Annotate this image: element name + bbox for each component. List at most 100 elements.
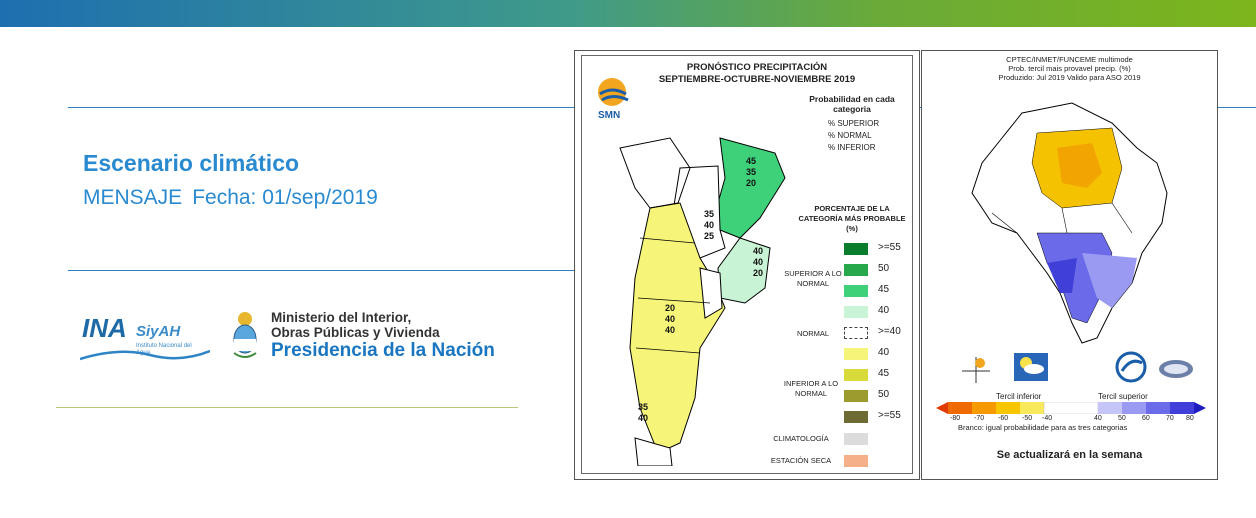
cat-normal: % NORMAL [828,131,872,140]
region-este-values: 40 40 20 [753,246,763,279]
presidencia-label: Presidencia de la Nación [271,340,495,361]
sur-superior: 35 [638,402,649,412]
scale-tick: 50 [1118,415,1126,422]
divider-green [56,407,518,408]
patagonia-inferior: 40 [665,325,676,335]
region-centro-values: 35 40 25 [704,209,714,242]
scale-tick: -60 [998,415,1009,422]
superior-group-label: SUPERIOR A LO NORMAL [784,269,842,288]
update-notice: Se actualizará en la semana [996,449,1143,461]
legend-value: 40 [878,347,890,358]
legend-swatch [844,327,868,339]
funceme-logo-icon [962,357,990,383]
divider-bottom-left [68,270,574,271]
scale-tick: 70 [1166,415,1174,422]
porcentaje-title: PORCENTAJE DE LA CATEGORÍA MÁS PROBABLE … [798,204,906,233]
prob-title: Probabilidad en cada categoria [809,94,895,114]
cptec-header-line1: CPTEC/INMET/FUNCEME multimode [1006,55,1133,64]
scale-tick: -50 [1022,415,1033,422]
brazil-map [971,102,1168,344]
legend-value: 40 [878,305,890,316]
noreste-inferior: 20 [746,178,757,188]
divider-top-right [1202,107,1256,108]
legend-value: >=55 [878,410,901,421]
legend-value: 45 [878,284,890,295]
tercil-inferior-label: Tercil inferior [996,392,1042,401]
argentina-map [619,137,786,466]
logos-row: INA SiyAH Instituto Nacional del Agua Mi… [80,305,520,375]
centro-normal: 40 [704,220,715,230]
smn-map-title: PRONÓSTICO PRECIPITACIÓN SEPTIEMBRE-OCTU… [642,62,872,86]
estacion-seca-label: ESTACIÓN SECA [770,456,832,465]
legend-swatch [844,306,868,318]
cptec-header-line3: Produzido: Jul 2019 Valido para ASO 2019 [998,73,1141,82]
este-superior: 40 [753,246,764,256]
national-shield-icon [233,312,257,358]
smn-title-line1: PRONÓSTICO PRECIPITACIÓN [686,62,828,73]
legend-value: >=55 [878,242,901,253]
region-sur-values: 35 40 [638,402,648,424]
ministerio-line2: Obras Públicas y Vivienda [271,325,440,340]
siyah-logo-text: SiyAH [136,323,181,340]
ministerio-line1: Ministerio del Interior, [271,310,412,325]
este-inferior: 20 [753,268,764,278]
smn-title-line2: SEPTIEMBRE-OCTUBRE-NOVIEMBRE 2019 [658,74,856,85]
divider-top-left [68,107,574,108]
normal-label: NORMAL [796,329,830,338]
legend-swatch [844,348,868,360]
smn-sun-icon [598,78,629,106]
scale-tick: -70 [974,415,985,422]
scale-tick: 80 [1186,415,1194,422]
cptec-header: CPTEC/INMET/FUNCEME multimode Prob. terc… [922,55,1217,82]
legend-value: 45 [878,368,890,379]
ina-siyah-logo: INA SiyAH Instituto Nacional del Agua [80,313,210,365]
legend-swatch [844,390,868,402]
inferior-group-label: INFERIOR A LO NORMAL [783,379,839,398]
page-title: Escenario climático [83,150,300,176]
top-banner [0,0,1256,27]
mensaje-label: MENSAJE [83,186,183,209]
cptec-header-line2: Prob. tercil mais provavel precip. (%) [1008,64,1131,73]
cat-superior: % SUPERIOR [828,119,880,128]
legend-value: 50 [878,389,890,400]
patagonia-superior: 20 [665,303,676,313]
legend-value: 50 [878,263,890,274]
centro-inferior: 25 [704,231,715,241]
superior-label: SUPERIOR A LO NORMAL [778,269,848,289]
legend-swatch [844,285,868,297]
este-normal: 40 [753,257,764,267]
message-date: MENSAJE Fecha: 01/sep/2019 [83,186,388,210]
patagonia-normal: 40 [665,314,676,324]
wave-icon [80,349,210,361]
tercil-superior-label: Tercil superior [1098,392,1148,401]
scale-tick: 60 [1142,415,1150,422]
estacion-seca-swatch [844,455,868,467]
branco-note: Branco: igual probabilidade para as tres… [958,423,1128,432]
region-patagonia-values: 20 40 40 [665,303,675,336]
inferior-label: INFERIOR A LO NORMAL [776,379,846,399]
ina-logo-text: INA [82,313,127,343]
region-noreste-values: 45 35 20 [746,156,756,189]
legend-swatch [844,369,868,381]
noreste-normal: 35 [746,167,757,177]
smn-map-frame: PRONÓSTICO PRECIPITACIÓN SEPTIEMBRE-OCTU… [581,55,913,474]
cat-inferior: % INFERIOR [828,143,876,152]
cptec-forecast-map: CPTEC/INMET/FUNCEME multimode Prob. terc… [921,50,1218,480]
legend-swatch [844,264,868,276]
noreste-superior: 45 [746,156,757,166]
centro-superior: 35 [704,209,715,219]
legend-value: >=40 [878,326,901,337]
legend-swatch [844,411,868,423]
smn-forecast-map: PRONÓSTICO PRECIPITACIÓN SEPTIEMBRE-OCTU… [574,50,920,480]
scale-tick: 40 [1094,415,1102,422]
smn-logo-text: SMN [598,110,621,121]
scale-tick: -80 [950,415,961,422]
inpe-logo-icon [1115,351,1147,383]
fecha-label: Fecha: 01/sep/2019 [192,186,378,209]
scale-tick: -40 [1042,415,1053,422]
sur-normal: 40 [638,413,649,423]
climatologia-label: CLIMATOLOGÍA [773,434,829,443]
legend-swatch [844,243,868,255]
color-scale-bar [936,402,1206,414]
cptec-logo-icon [1159,360,1193,378]
